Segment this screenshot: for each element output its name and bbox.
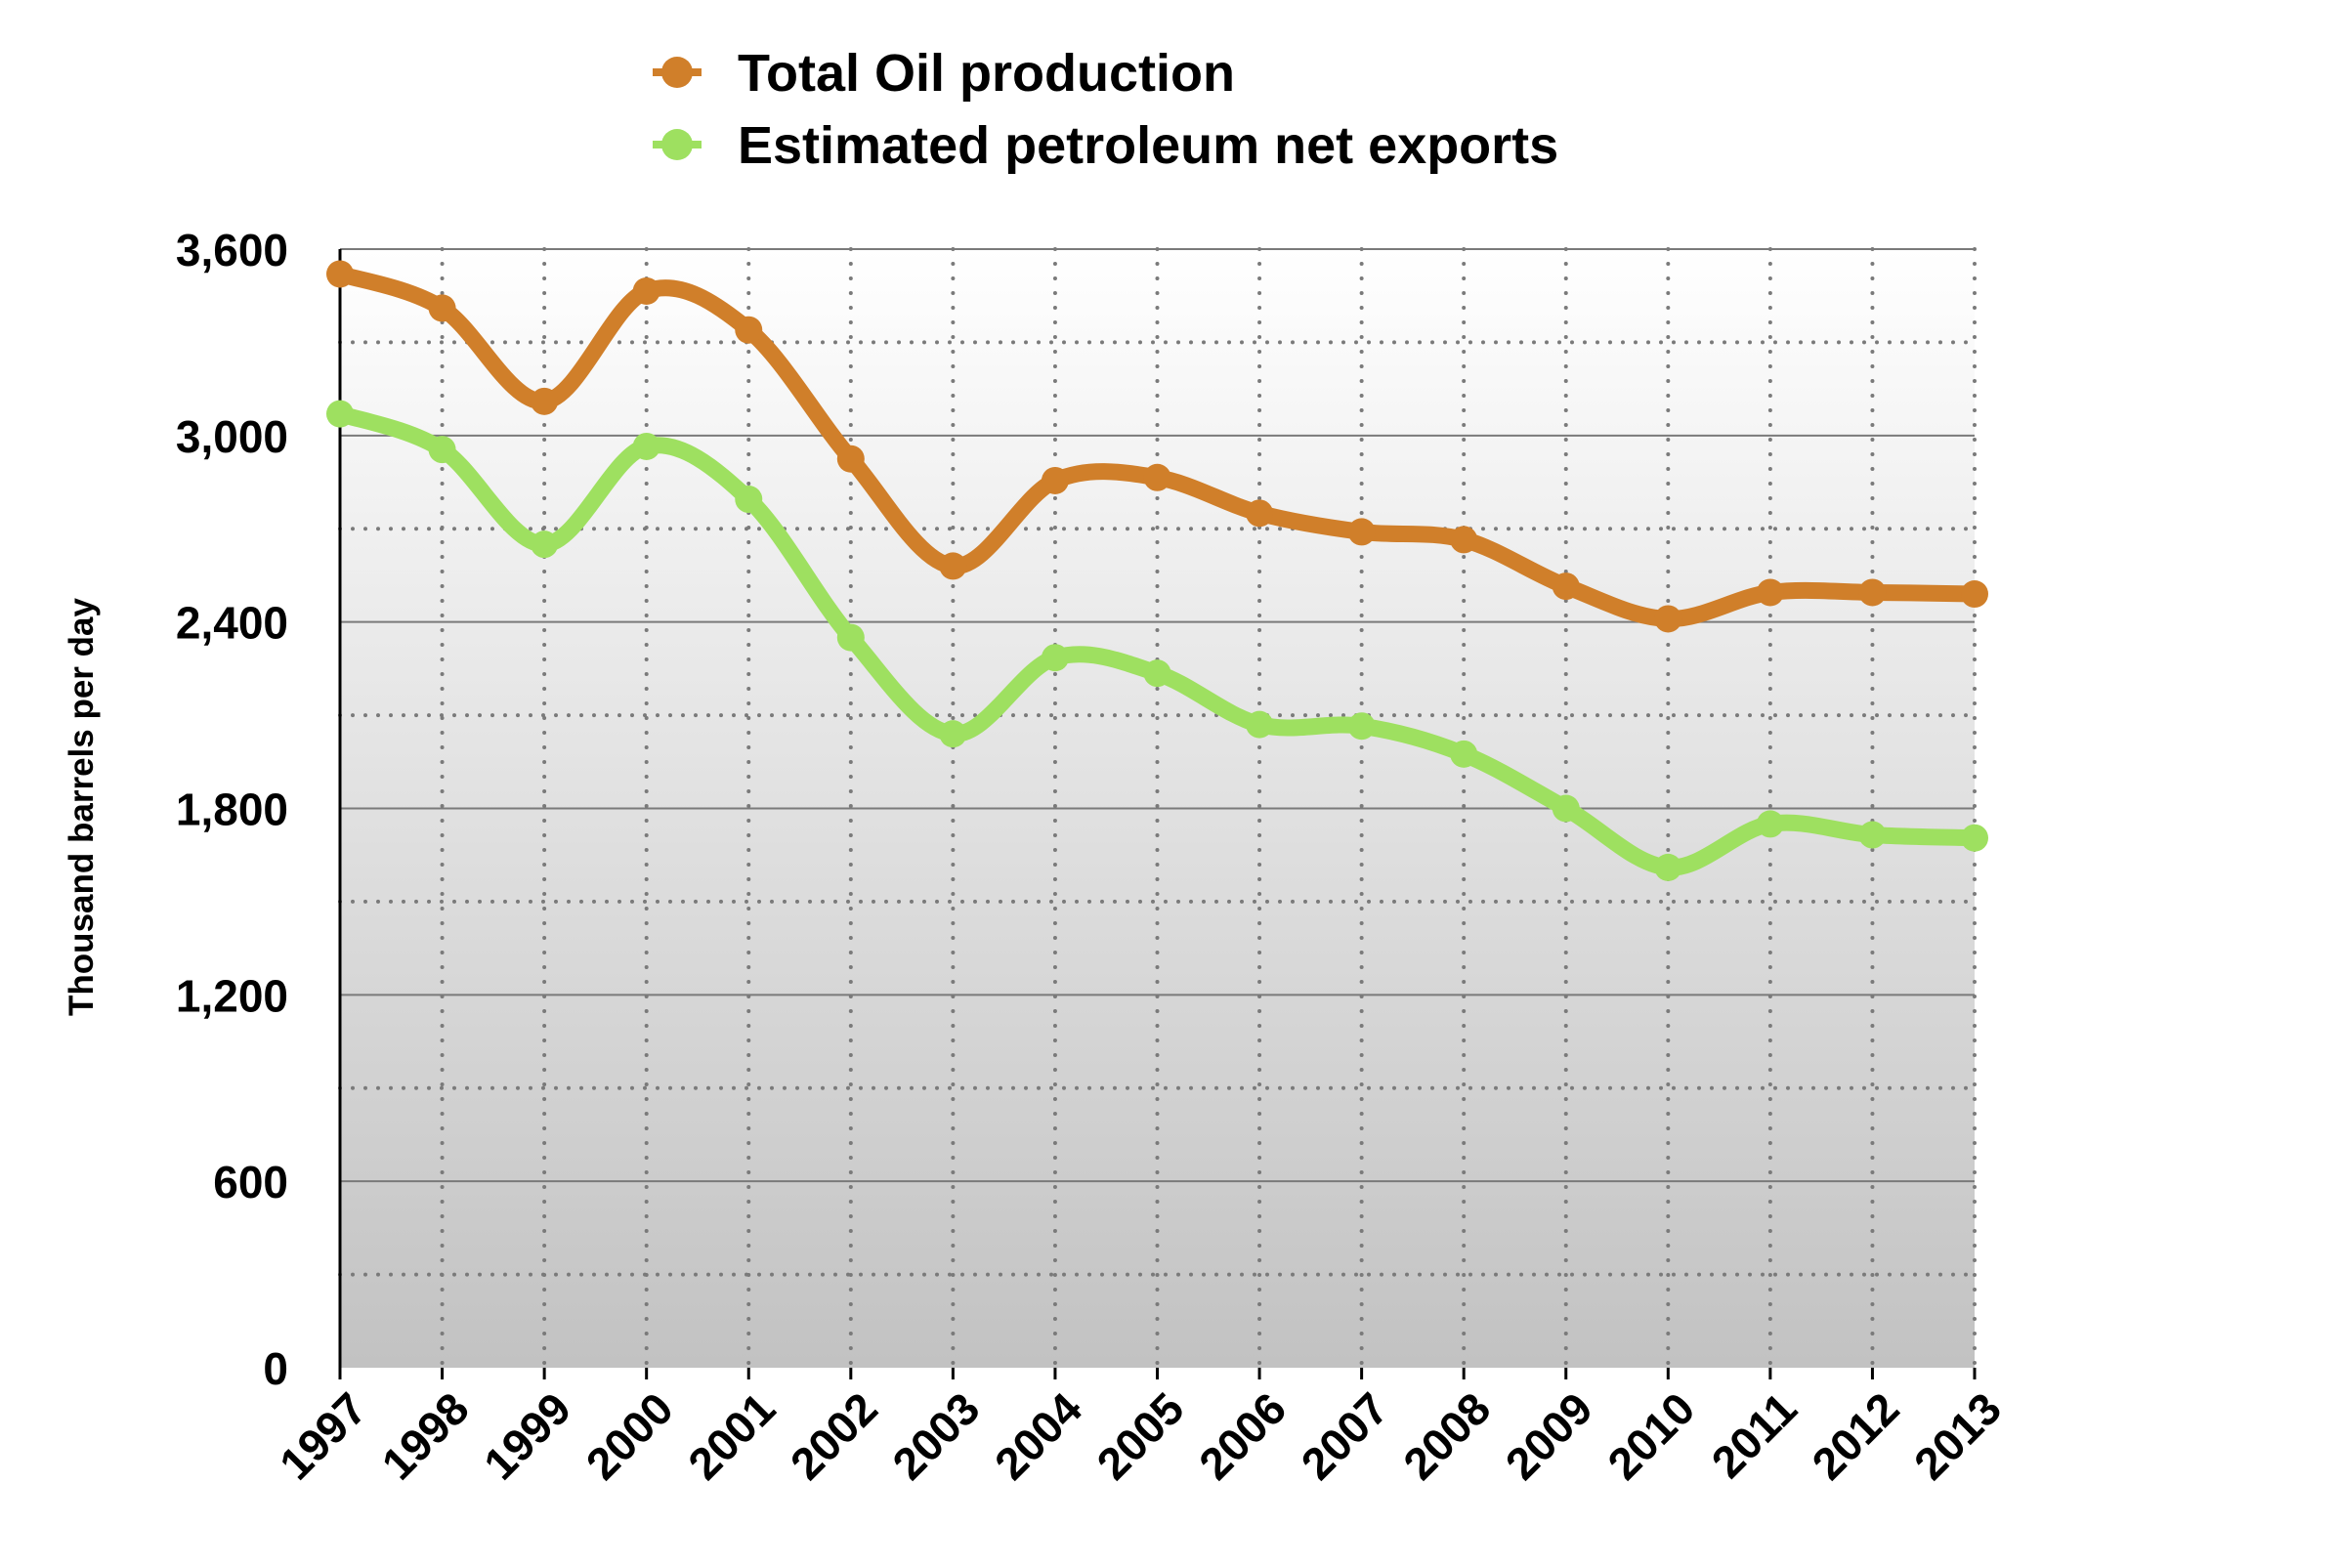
data-point [1450,526,1478,554]
y-tick-label: 3,000 [176,411,288,462]
data-point [1552,572,1580,601]
data-point [1246,710,1274,739]
data-point [1961,580,1988,609]
x-tick-label: 2009 [1496,1382,1602,1489]
data-point [1143,463,1171,491]
series-0 [326,260,1988,633]
y-tick-label: 2,400 [176,598,288,649]
data-point [1654,605,1682,633]
data-point [531,387,559,415]
x-tick-label: 1998 [371,1382,478,1489]
data-point [632,276,660,305]
data-point [1756,810,1784,838]
y-axis-title: Thousand barrels per day [63,598,101,1016]
data-point [735,486,763,514]
x-tick-label: 2006 [1189,1382,1296,1489]
x-tick-label: 2001 [678,1382,785,1489]
data-point [836,623,865,652]
x-tick-label: 2005 [1086,1382,1193,1489]
data-point [1450,740,1478,768]
y-tick-label: 0 [263,1343,288,1394]
data-point [428,436,456,464]
data-point [1961,824,1988,852]
y-tick-label: 600 [213,1157,288,1208]
legend: Total Oil production Estimated petroleum … [653,44,1558,175]
data-point [1858,821,1887,849]
data-point [1756,578,1784,607]
data-point [1143,659,1171,688]
data-point [939,720,967,748]
data-point [632,432,660,460]
legend-marker [661,57,693,88]
x-tick-label: 2008 [1393,1382,1500,1489]
legend-marker [661,129,693,160]
y-tick-label: 1,200 [176,970,288,1021]
x-tick-label: 1997 [270,1382,376,1489]
data-point [1041,644,1069,672]
x-tick-label: 2011 [1702,1382,1807,1487]
data-point [1041,466,1069,494]
data-point [428,294,456,322]
data-point [1347,712,1376,741]
data-point [939,552,967,580]
series [326,260,1988,881]
legend-label: Estimated petroleum net exports [738,116,1558,175]
x-tick-label: 2010 [1597,1382,1704,1489]
data-point [1347,518,1376,546]
x-tick-label: 2000 [576,1382,683,1489]
data-point [1552,794,1580,823]
data-point [326,260,354,288]
x-tick-label: 2002 [781,1382,887,1489]
series-line [331,405,1983,876]
x-tick-label: 2004 [985,1382,1091,1489]
data-point [531,530,559,559]
series-1 [326,400,1988,881]
data-point [1246,499,1274,528]
data-point [836,445,865,473]
y-tick-label: 1,800 [176,784,288,835]
y-tick-label: 3,600 [176,225,288,275]
data-point [1858,578,1887,607]
data-point [326,400,354,428]
x-tick-label: 2007 [1292,1382,1398,1489]
legend-label: Total Oil production [738,44,1235,103]
data-point [735,316,763,344]
data-point [1654,853,1682,881]
grid [338,247,1977,1370]
x-tick-label: 1999 [474,1382,580,1489]
x-tick-label: 2003 [882,1382,989,1489]
x-tick-label: 2013 [1904,1382,2011,1489]
x-tick-label: 2012 [1802,1382,1908,1489]
